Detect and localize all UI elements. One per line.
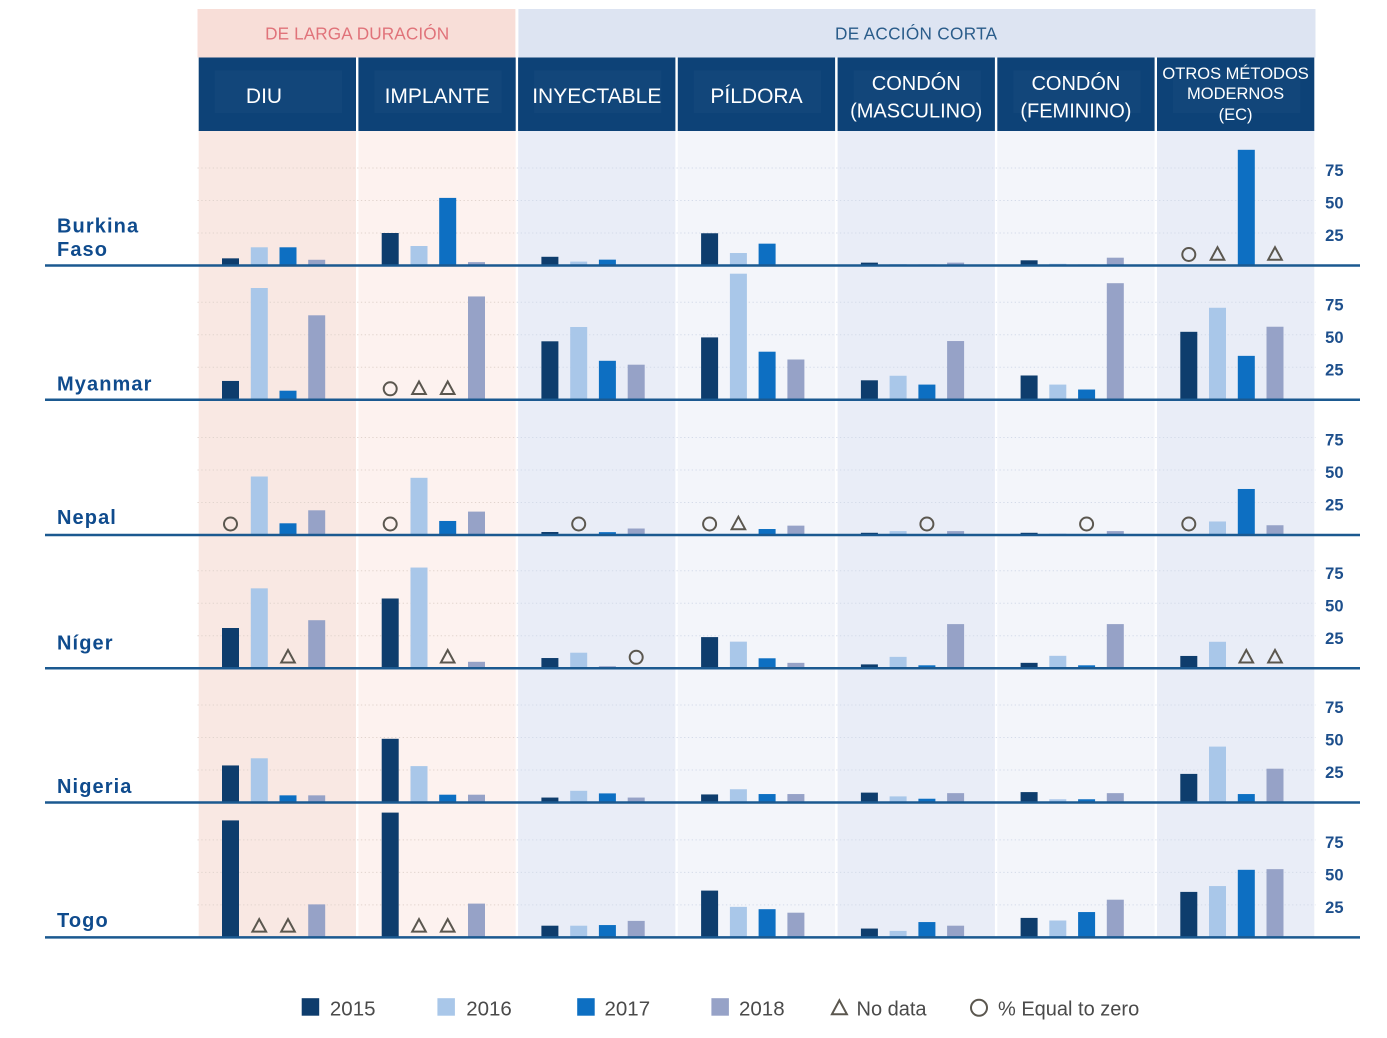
svg-text:25: 25 — [1325, 497, 1343, 515]
svg-text:DE ACCIÓN CORTA: DE ACCIÓN CORTA — [835, 24, 998, 44]
svg-text:DE LARGA DURACIÓN: DE LARGA DURACIÓN — [265, 24, 449, 44]
svg-text:Faso: Faso — [57, 239, 108, 261]
svg-text:OTROS MÉTODOS: OTROS MÉTODOS — [1162, 64, 1308, 83]
svg-text:Nigeria: Nigeria — [57, 776, 133, 798]
svg-text:75: 75 — [1325, 699, 1343, 717]
svg-text:Togo: Togo — [57, 910, 109, 932]
svg-text:50: 50 — [1325, 732, 1343, 750]
svg-text:(MASCULINO): (MASCULINO) — [850, 101, 982, 123]
svg-text:50: 50 — [1325, 597, 1343, 615]
svg-text:(EC): (EC) — [1219, 106, 1253, 124]
svg-text:Burkina: Burkina — [57, 216, 139, 238]
svg-text:% Equal to zero: % Equal to zero — [998, 999, 1139, 1021]
svg-text:75: 75 — [1325, 162, 1343, 180]
svg-text:2016: 2016 — [466, 998, 512, 1021]
svg-text:25: 25 — [1325, 764, 1343, 782]
svg-text:DIU: DIU — [246, 85, 282, 108]
svg-text:IMPLANTE: IMPLANTE — [385, 85, 490, 108]
svg-text:50: 50 — [1325, 195, 1343, 213]
svg-text:50: 50 — [1325, 866, 1343, 884]
svg-text:No data: No data — [857, 999, 928, 1021]
svg-text:75: 75 — [1325, 296, 1343, 314]
svg-text:75: 75 — [1325, 432, 1343, 450]
svg-text:25: 25 — [1325, 227, 1343, 245]
svg-text:50: 50 — [1325, 329, 1343, 347]
svg-text:50: 50 — [1325, 464, 1343, 482]
svg-text:25: 25 — [1325, 361, 1343, 379]
svg-text:Myanmar: Myanmar — [57, 373, 153, 395]
svg-text:2018: 2018 — [739, 998, 785, 1021]
svg-text:2015: 2015 — [330, 998, 376, 1021]
svg-text:75: 75 — [1325, 565, 1343, 583]
svg-text:Nepal: Nepal — [57, 507, 117, 529]
svg-text:25: 25 — [1325, 899, 1343, 917]
svg-text:CONDÓN: CONDÓN — [872, 72, 961, 95]
svg-text:PÍLDORA: PÍLDORA — [710, 85, 802, 108]
svg-text:75: 75 — [1325, 834, 1343, 852]
svg-text:25: 25 — [1325, 630, 1343, 648]
svg-text:MODERNOS: MODERNOS — [1187, 85, 1284, 103]
svg-text:2017: 2017 — [605, 998, 651, 1021]
svg-text:INYECTABLE: INYECTABLE — [532, 85, 661, 108]
svg-text:Níger: Níger — [57, 632, 114, 654]
svg-text:CONDÓN: CONDÓN — [1031, 72, 1120, 95]
svg-text:(FEMININO): (FEMININO) — [1020, 101, 1131, 123]
